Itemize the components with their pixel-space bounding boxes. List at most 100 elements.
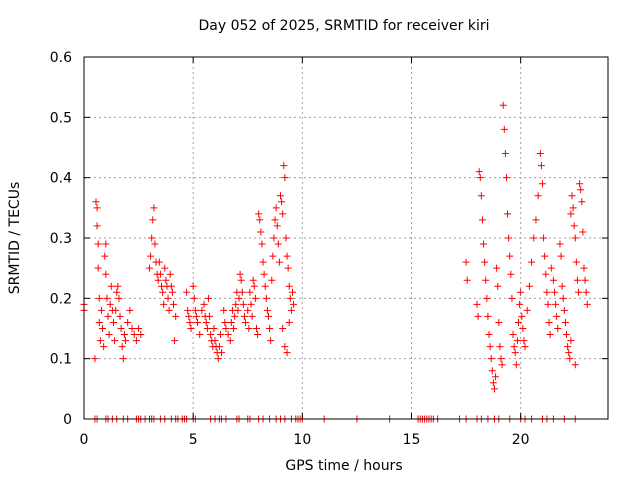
data-point bbox=[473, 300, 481, 308]
data-point bbox=[281, 343, 289, 351]
data-point bbox=[547, 264, 555, 272]
data-point bbox=[164, 294, 172, 302]
data-point bbox=[554, 325, 562, 332]
x-tick-label: 0 bbox=[80, 432, 89, 448]
data-point bbox=[475, 168, 483, 176]
data-point bbox=[185, 312, 193, 320]
data-point bbox=[278, 198, 286, 206]
data-point bbox=[256, 216, 264, 224]
data-point bbox=[186, 318, 194, 326]
data-point bbox=[567, 210, 575, 218]
data-point bbox=[487, 355, 495, 363]
data-point bbox=[551, 288, 559, 296]
data-point bbox=[582, 288, 590, 296]
data-point bbox=[94, 264, 102, 272]
data-point bbox=[283, 349, 291, 357]
data-point bbox=[250, 282, 258, 290]
data-point bbox=[494, 282, 502, 290]
data-point bbox=[170, 300, 178, 308]
data-point bbox=[559, 294, 567, 302]
data-point bbox=[284, 264, 292, 272]
data-point bbox=[485, 331, 493, 339]
chart-title: Day 052 of 2025, SRMTID for receiver kir… bbox=[198, 18, 489, 34]
data-point bbox=[569, 204, 577, 212]
data-point bbox=[520, 337, 528, 345]
data-point bbox=[500, 125, 508, 133]
data-point bbox=[255, 210, 263, 218]
data-point bbox=[492, 373, 500, 381]
data-point bbox=[135, 325, 143, 332]
x-axis-title: GPS time / hours bbox=[285, 458, 402, 474]
data-point bbox=[124, 318, 132, 326]
data-point bbox=[236, 270, 244, 278]
data-point bbox=[258, 240, 266, 248]
data-point bbox=[281, 174, 289, 182]
data-point bbox=[210, 325, 218, 332]
data-point bbox=[248, 312, 256, 320]
data-point bbox=[150, 204, 158, 212]
data-point bbox=[211, 337, 219, 345]
data-point bbox=[222, 325, 230, 332]
data-point bbox=[95, 318, 103, 326]
data-point bbox=[252, 325, 260, 332]
data-point bbox=[564, 343, 572, 351]
data-point bbox=[194, 318, 202, 326]
data-point bbox=[280, 162, 288, 170]
data-point bbox=[111, 337, 119, 345]
data-point bbox=[508, 294, 516, 302]
data-point bbox=[568, 192, 576, 200]
data-point bbox=[232, 300, 240, 308]
data-point bbox=[196, 331, 204, 339]
data-point bbox=[235, 294, 243, 302]
data-point bbox=[107, 282, 115, 290]
data-point bbox=[94, 240, 102, 248]
data-point bbox=[563, 331, 571, 339]
data-point bbox=[254, 331, 262, 339]
data-point bbox=[274, 240, 282, 248]
data-point bbox=[544, 300, 552, 308]
data-point bbox=[113, 288, 121, 296]
data-point bbox=[190, 294, 198, 302]
data-point bbox=[160, 300, 168, 308]
data-point bbox=[495, 318, 503, 326]
data-point bbox=[580, 264, 588, 272]
data-point bbox=[166, 270, 174, 278]
data-point bbox=[130, 331, 138, 339]
data-point bbox=[516, 300, 524, 308]
data-point bbox=[537, 162, 545, 170]
data-point bbox=[251, 294, 259, 302]
data-point bbox=[224, 331, 232, 339]
data-point bbox=[115, 294, 123, 302]
data-point bbox=[239, 300, 247, 308]
data-point bbox=[261, 282, 269, 290]
data-point bbox=[168, 288, 176, 296]
data-point bbox=[576, 180, 584, 188]
data-point bbox=[102, 270, 110, 278]
data-point bbox=[481, 258, 489, 266]
data-point bbox=[267, 337, 275, 345]
data-point bbox=[279, 210, 287, 218]
data-point bbox=[237, 276, 245, 284]
data-point bbox=[132, 337, 140, 345]
data-point bbox=[162, 276, 170, 284]
data-point bbox=[577, 186, 585, 194]
data-point bbox=[220, 306, 228, 314]
data-point bbox=[541, 252, 549, 260]
data-point bbox=[477, 192, 485, 200]
data-point bbox=[521, 343, 529, 351]
data-point bbox=[104, 312, 112, 320]
data-point bbox=[103, 294, 111, 302]
data-point bbox=[106, 300, 114, 308]
data-point bbox=[287, 306, 295, 314]
data-point bbox=[539, 180, 546, 188]
data-point bbox=[183, 288, 191, 296]
data-point bbox=[263, 306, 271, 314]
y-tick-label: 0.1 bbox=[50, 352, 72, 368]
data-point bbox=[207, 331, 215, 339]
data-point bbox=[191, 306, 199, 314]
data-point bbox=[269, 252, 277, 260]
data-point bbox=[264, 312, 272, 320]
data-point bbox=[247, 300, 255, 308]
data-point bbox=[566, 355, 574, 363]
data-point bbox=[565, 349, 573, 357]
